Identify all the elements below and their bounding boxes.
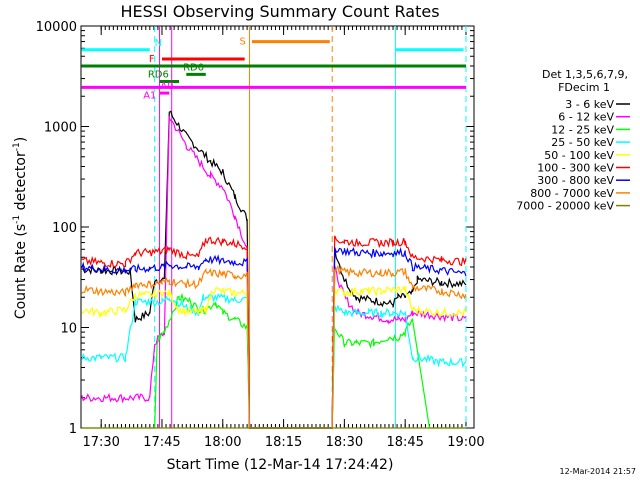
legend-header-fdecim: FDecim 1 [558,81,610,94]
x-axis-title: Start Time (12-Mar-14 17:24:42) [167,457,394,473]
flag-label: F [149,54,155,65]
x-tick-label: 19:00 [447,435,484,450]
timestamp-label: 12-Mar-2014 21:57 [560,467,637,476]
flag-label: RD0 [183,62,204,73]
legend-entry-label: 50 - 100 keV [544,149,614,162]
y-tick-label: 10 [60,322,77,337]
flag-label: RD6 [148,70,169,81]
x-tick-label: 18:00 [204,435,241,450]
x-tick-label: 18:30 [326,435,363,450]
legend-entry-label: 6 - 12 keV [558,111,614,124]
legend-entry-label: 800 - 7000 keV [530,187,614,200]
legend-entry-label: 7000 - 20000 keV [516,200,614,213]
x-tick-label: 18:45 [386,435,423,450]
flag-label: A1 [143,90,156,101]
x-tick-label: 17:45 [143,435,180,450]
y-axis-title: Count Rate (s-1 detector-1) [12,137,29,319]
legend-entry-label: 25 - 50 keV [551,136,614,149]
flag-label: A0 [160,81,173,92]
legend-entry-label: 12 - 25 keV [551,123,614,136]
y-tick-label: 100 [52,221,77,236]
legend-entry-label: 3 - 6 keV [565,98,614,111]
plot-area: 1 10 100 1000 10000 17:30 17:45 18:00 18:15 18:30… [36,20,485,450]
chart-title: HESSI Observing Summary Count Rates [120,2,439,21]
flag-label: S [240,37,246,48]
legend-entry-label: 100 - 300 keV [537,162,614,175]
legend-header-detectors: Det 1,3,5,6,7,9, [542,68,628,81]
legend-entry-label: 300 - 800 keV [537,174,614,187]
y-tick-label: 1000 [44,121,77,136]
y-tick-label: 1 [69,422,77,437]
x-tick-label: 17:30 [82,435,119,450]
x-tick-label: 18:15 [265,435,302,450]
flag-label: N [155,38,162,49]
y-tick-label: 10000 [36,20,77,35]
